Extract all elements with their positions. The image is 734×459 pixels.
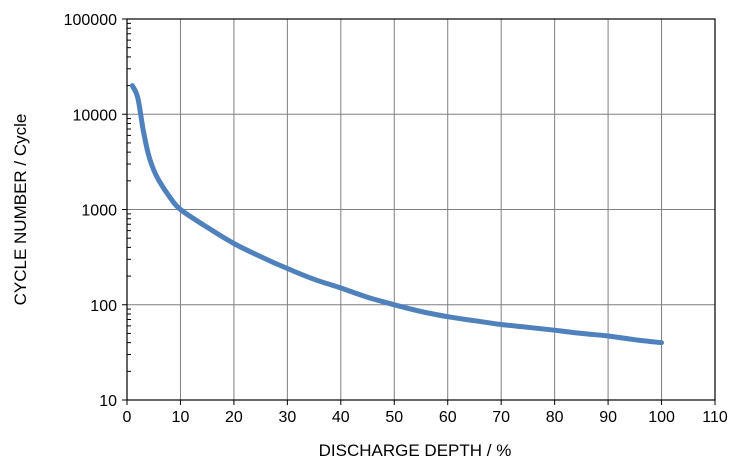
x-axis-title: DISCHARGE DEPTH / % <box>319 441 512 459</box>
x-tick-label: 30 <box>278 409 296 426</box>
y-tick-label: 10 <box>99 393 117 410</box>
x-tick-label: 0 <box>123 409 132 426</box>
x-tick-label: 10 <box>172 409 190 426</box>
x-tick-label: 60 <box>439 409 457 426</box>
x-tick-label: 100 <box>648 409 675 426</box>
y-tick-label: 100000 <box>64 12 117 29</box>
x-tick-label: 110 <box>702 409 728 426</box>
x-tick-label: 50 <box>385 409 403 426</box>
cycle-life-curve <box>129 83 664 346</box>
axis-ticks <box>122 18 716 405</box>
y-tick-labels: 10 100 1000 10000 100000 <box>64 12 117 410</box>
x-tick-labels: 0 10 20 30 40 50 60 70 80 90 100 110 <box>123 409 728 426</box>
y-tick-label: 100 <box>90 298 117 315</box>
x-tick-label: 90 <box>599 409 617 426</box>
y-tick-label: 1000 <box>81 203 117 220</box>
y-axis-title: CYCLE NUMBER / Cycle <box>11 114 30 306</box>
grid-lines <box>127 19 715 400</box>
series-layer <box>129 83 664 346</box>
x-tick-label: 80 <box>546 409 564 426</box>
x-tick-label: 70 <box>492 409 510 426</box>
x-tick-label: 20 <box>225 409 243 426</box>
y-tick-label: 10000 <box>73 107 118 124</box>
x-tick-label: 40 <box>332 409 350 426</box>
